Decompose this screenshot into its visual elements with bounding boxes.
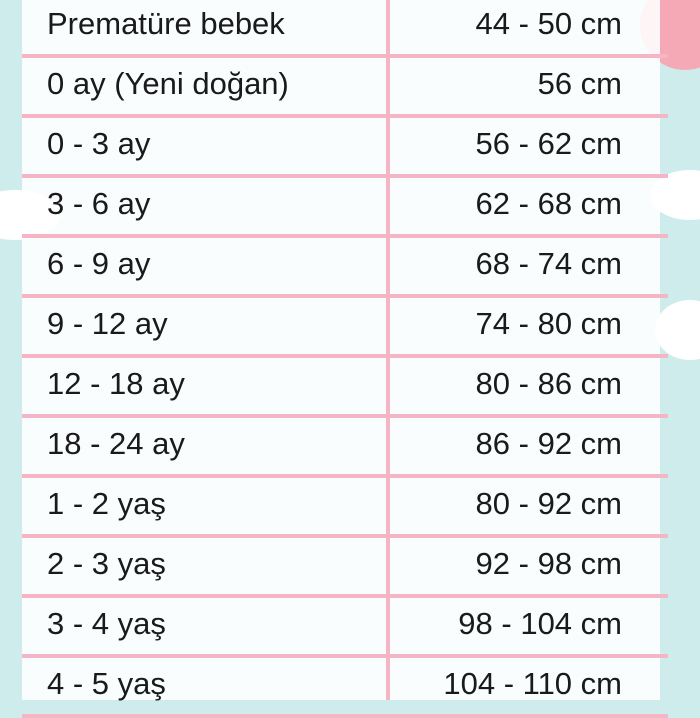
age-cell: 3 - 4 yaş	[47, 606, 166, 641]
row-divider	[22, 114, 668, 118]
row-divider	[22, 234, 668, 238]
table-row: 9 - 12 ay 74 - 80 cm	[22, 298, 668, 358]
length-cell: 104 - 110 cm	[443, 666, 622, 701]
length-cell: 80 - 86 cm	[475, 366, 622, 401]
length-cell: 98 - 104 cm	[458, 606, 622, 641]
row-divider	[22, 534, 668, 538]
length-cell: 56 cm	[537, 66, 622, 101]
length-cell: 68 - 74 cm	[475, 246, 622, 281]
age-cell: 0 - 3 ay	[47, 126, 151, 161]
table-row: 3 - 4 yaş 98 - 104 cm	[22, 598, 668, 658]
length-cell: 44 - 50 cm	[475, 6, 622, 41]
table-row: 1 - 2 yaş 80 - 92 cm	[22, 478, 668, 538]
age-cell: Prematüre bebek	[47, 6, 285, 41]
row-divider	[22, 174, 668, 178]
age-cell: 18 - 24 ay	[47, 426, 185, 461]
row-divider	[22, 54, 668, 58]
row-divider	[22, 354, 668, 358]
age-cell: 1 - 2 yaş	[47, 486, 166, 521]
length-cell: 92 - 98 cm	[475, 546, 622, 581]
table-row: Prematüre bebek 44 - 50 cm	[22, 0, 668, 58]
column-divider	[386, 0, 390, 700]
table-row: 4 - 5 yaş 104 - 110 cm	[22, 658, 668, 718]
age-cell: 6 - 9 ay	[47, 246, 151, 281]
length-cell: 80 - 92 cm	[475, 486, 622, 521]
age-cell: 0 ay (Yeni doğan)	[47, 66, 289, 101]
table-row: 0 - 3 ay 56 - 62 cm	[22, 118, 668, 178]
row-divider	[22, 414, 668, 418]
age-cell: 12 - 18 ay	[47, 366, 185, 401]
length-cell: 74 - 80 cm	[475, 306, 622, 341]
row-divider	[22, 654, 668, 658]
table-row: 0 ay (Yeni doğan) 56 cm	[22, 58, 668, 118]
table-row: 6 - 9 ay 68 - 74 cm	[22, 238, 668, 298]
table-row: 2 - 3 yaş 92 - 98 cm	[22, 538, 668, 598]
table-row: 12 - 18 ay 80 - 86 cm	[22, 358, 668, 418]
row-divider	[22, 474, 668, 478]
age-cell: 9 - 12 ay	[47, 306, 168, 341]
length-cell: 56 - 62 cm	[475, 126, 622, 161]
row-divider	[22, 294, 668, 298]
table-row: 3 - 6 ay 62 - 68 cm	[22, 178, 668, 238]
age-cell: 2 - 3 yaş	[47, 546, 166, 581]
background-cloud-decoration	[655, 300, 700, 360]
row-divider	[22, 714, 668, 718]
age-cell: 3 - 6 ay	[47, 186, 151, 221]
length-cell: 86 - 92 cm	[475, 426, 622, 461]
table-row: 18 - 24 ay 86 - 92 cm	[22, 418, 668, 478]
length-cell: 62 - 68 cm	[475, 186, 622, 221]
age-cell: 4 - 5 yaş	[47, 666, 166, 701]
row-divider	[22, 594, 668, 598]
